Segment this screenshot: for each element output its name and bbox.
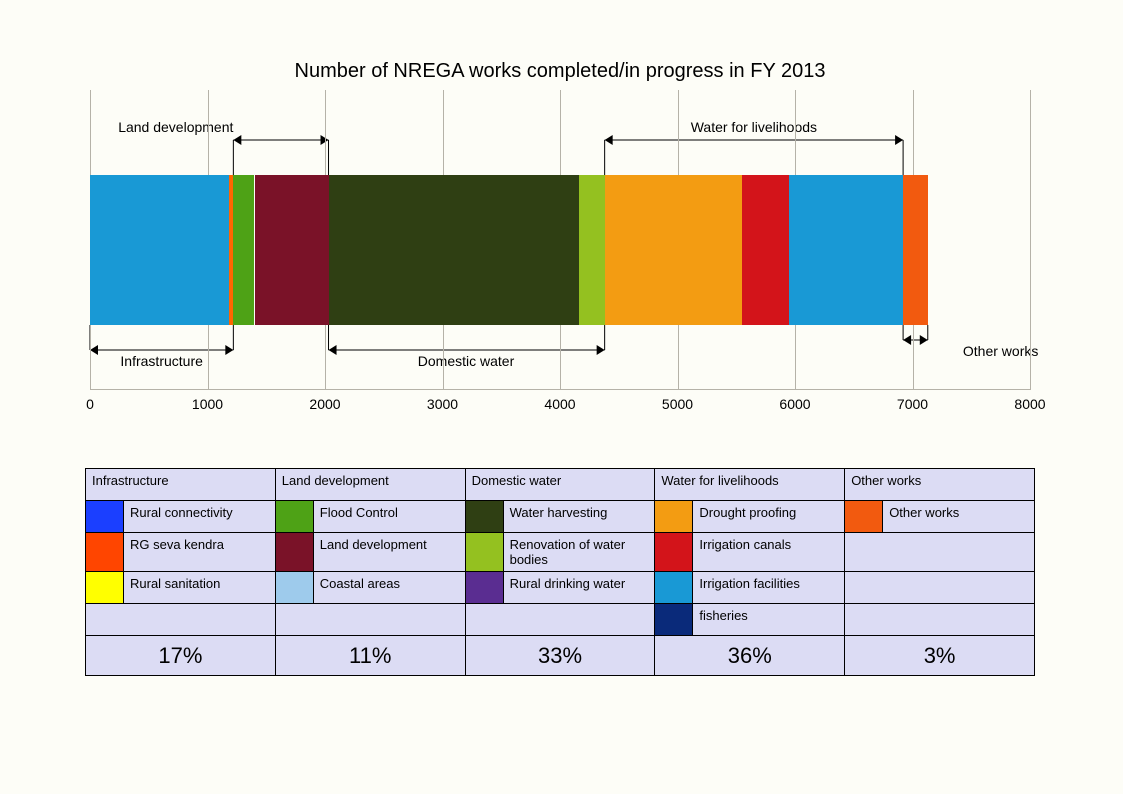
legend-label: Water harvesting: [504, 501, 655, 532]
color-swatch: [276, 501, 314, 532]
tick-label: 7000: [897, 396, 928, 412]
tick-label: 6000: [779, 396, 810, 412]
legend-label: Land development: [314, 533, 465, 571]
legend-item: Irrigation facilities: [655, 572, 845, 604]
color-swatch: [86, 501, 124, 532]
color-swatch: [466, 533, 504, 571]
legend-item: Flood Control: [275, 501, 465, 533]
legend-item: Land development: [275, 533, 465, 572]
svg-text:Domestic water: Domestic water: [418, 353, 515, 369]
bar-segment: [742, 175, 789, 325]
bar-segment: [233, 175, 254, 325]
color-swatch: [276, 533, 314, 571]
color-swatch: [655, 604, 693, 635]
legend-item: fisheries: [655, 604, 845, 636]
legend-label: fisheries: [693, 604, 844, 635]
tick-label: 0: [86, 396, 94, 412]
legend-empty: [465, 604, 655, 636]
bar-segment: [579, 175, 605, 325]
legend-item: Rural drinking water: [465, 572, 655, 604]
legend-label: Irrigation facilities: [693, 572, 844, 603]
chart-area: Number of NREGA works completed/in progr…: [90, 60, 1030, 440]
svg-text:Other works: Other works: [963, 343, 1038, 359]
chart-title: Number of NREGA works completed/in progr…: [90, 60, 1030, 83]
legend-column-header: Other works: [845, 469, 1035, 501]
legend-row: fisheries: [86, 604, 1035, 636]
legend-pct: 17%: [86, 636, 276, 676]
color-swatch: [655, 572, 693, 603]
legend-label: Coastal areas: [314, 572, 465, 603]
legend-empty: [275, 604, 465, 636]
bar-segment: [90, 175, 229, 325]
color-swatch: [655, 533, 693, 571]
legend-column-header: Land development: [275, 469, 465, 501]
tick-label: 1000: [192, 396, 223, 412]
color-swatch: [655, 501, 693, 532]
tick-label: 4000: [544, 396, 575, 412]
legend-item: Irrigation canals: [655, 533, 845, 572]
legend-row: Rural sanitation Coastal areas Rural drink…: [86, 572, 1035, 604]
color-swatch: [86, 533, 124, 571]
bar-segment: [329, 175, 579, 325]
color-swatch: [466, 572, 504, 603]
legend-pct-row: 17%11%33%36%3%: [86, 636, 1035, 676]
bar-segment: [605, 175, 742, 325]
legend-item: RG seva kendra: [86, 533, 276, 572]
legend-item: Drought proofing: [655, 501, 845, 533]
svg-text:Water for livelihoods: Water for livelihoods: [691, 119, 817, 135]
chart-plot: Land development Water for livelihoods Inf…: [90, 90, 1030, 390]
legend-label: Renovation of water bodies: [504, 533, 655, 571]
legend-pct: 36%: [655, 636, 845, 676]
legend-empty: [845, 533, 1035, 572]
legend-table: InfrastructureLand developmentDomestic w…: [85, 468, 1035, 676]
tick-label: 2000: [309, 396, 340, 412]
legend-empty: [845, 572, 1035, 604]
legend-column-header: Infrastructure: [86, 469, 276, 501]
color-swatch: [845, 501, 883, 532]
legend-row: RG seva kendra Land development Renovation…: [86, 533, 1035, 572]
legend-label: Flood Control: [314, 501, 465, 532]
bar-segment: [903, 175, 928, 325]
legend-column-header: Domestic water: [465, 469, 655, 501]
legend-item: Other works: [845, 501, 1035, 533]
legend-label: Rural drinking water: [504, 572, 655, 603]
legend-item: Water harvesting: [465, 501, 655, 533]
gridline: [1030, 90, 1031, 390]
legend-item: Rural sanitation: [86, 572, 276, 604]
legend-item: Rural connectivity: [86, 501, 276, 533]
color-swatch: [466, 501, 504, 532]
legend-pct: 3%: [845, 636, 1035, 676]
legend-label: RG seva kendra: [124, 533, 275, 571]
bar-segment: [789, 175, 903, 325]
legend-column-header: Water for livelihoods: [655, 469, 845, 501]
legend-item: Renovation of water bodies: [465, 533, 655, 572]
tick-label: 3000: [427, 396, 458, 412]
svg-text:Land development: Land development: [118, 119, 233, 135]
page: Number of NREGA works completed/in progr…: [0, 0, 1123, 794]
legend-label: Drought proofing: [693, 501, 844, 532]
legend-item: Coastal areas: [275, 572, 465, 604]
tick-label: 5000: [662, 396, 693, 412]
legend-empty: [845, 604, 1035, 636]
color-swatch: [276, 572, 314, 603]
legend-pct: 11%: [275, 636, 465, 676]
legend-empty: [86, 604, 276, 636]
bar-segment: [255, 175, 329, 325]
legend-header-row: InfrastructureLand developmentDomestic w…: [86, 469, 1035, 501]
legend-label: Rural connectivity: [124, 501, 275, 532]
tick-label: 8000: [1014, 396, 1045, 412]
legend-label: Irrigation canals: [693, 533, 844, 571]
svg-text:Infrastructure: Infrastructure: [120, 353, 203, 369]
legend-pct: 33%: [465, 636, 655, 676]
color-swatch: [86, 572, 124, 603]
legend-row: Rural connectivity Flood Control Water har…: [86, 501, 1035, 533]
legend-label: Other works: [883, 501, 1034, 532]
legend-label: Rural sanitation: [124, 572, 275, 603]
legend-body: Rural connectivity Flood Control Water har…: [86, 501, 1035, 676]
